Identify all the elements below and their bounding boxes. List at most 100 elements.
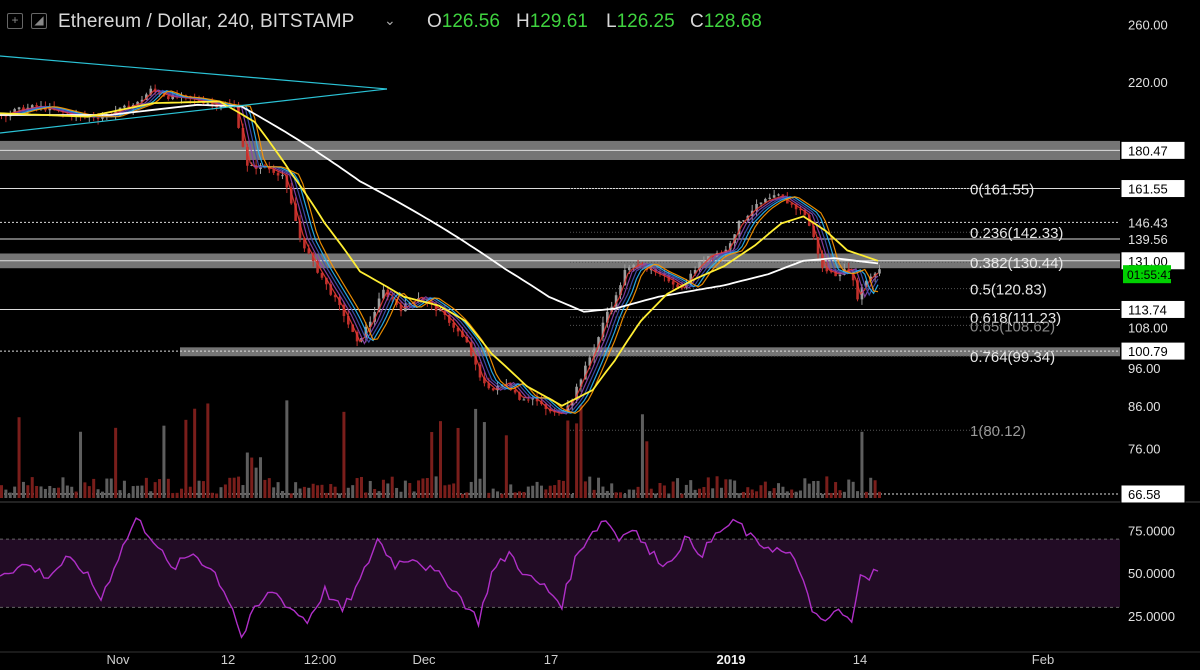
candle-body	[17, 107, 21, 110]
candle-body	[834, 271, 837, 277]
volume-bar	[140, 485, 144, 498]
volume-bar	[307, 487, 311, 498]
candle-body	[728, 243, 732, 250]
volume-bar	[856, 491, 860, 498]
volume-bar	[171, 493, 175, 498]
volume-bar	[430, 432, 434, 498]
volume-bar	[715, 476, 719, 498]
candle-body	[237, 105, 240, 128]
fib-label: 0(161.55)	[970, 182, 1034, 199]
collapse-icon[interactable]: ◢	[31, 13, 47, 29]
y-axis-label: 96.00	[1128, 361, 1161, 376]
volume-bar	[544, 489, 548, 498]
expand-icon[interactable]: +	[7, 13, 23, 29]
volume-bar	[447, 484, 451, 498]
candle-body	[289, 187, 293, 204]
volume-bar	[13, 486, 17, 498]
volume-bar	[399, 491, 403, 498]
volume-bar	[728, 479, 732, 498]
candle-body	[320, 272, 324, 278]
volume-bar	[153, 482, 157, 498]
candle-body	[333, 294, 337, 298]
volume-bar	[658, 483, 662, 498]
volume-bar	[412, 491, 416, 498]
volume-bar	[469, 481, 473, 498]
volume-bar	[557, 479, 561, 498]
volume-bar	[52, 488, 56, 498]
volume-bar	[649, 488, 653, 498]
candle-body	[439, 310, 442, 312]
volume-bar	[346, 487, 350, 498]
volume-bar	[377, 491, 381, 498]
candle-body	[390, 297, 394, 300]
volume-bar	[193, 408, 197, 498]
x-axis-label: Feb	[1032, 652, 1054, 667]
volume-bar	[83, 482, 87, 498]
volume-bar	[531, 485, 535, 498]
chart-header: + ◢ Ethereum / Dollar, 240, BITSTAMP ⌄ O…	[0, 0, 1120, 44]
volume-bar	[671, 481, 675, 498]
volume-bar	[232, 477, 236, 498]
volume-bar	[869, 477, 873, 498]
candle-body	[377, 298, 381, 312]
price-tag	[1120, 299, 1186, 319]
volume-bar	[807, 483, 811, 498]
candle-body	[693, 270, 697, 274]
candle-body	[434, 304, 438, 311]
volume-bar	[741, 491, 745, 498]
volume-bar	[201, 481, 205, 498]
volume-bar	[487, 492, 491, 498]
candle-body	[742, 220, 745, 222]
volume-bar	[70, 486, 74, 498]
volume-bar	[109, 478, 113, 498]
volume-bar	[636, 486, 640, 498]
volume-bar	[790, 489, 794, 498]
volume-bar	[425, 478, 429, 498]
price-tag-label: 100.79	[1128, 344, 1168, 359]
y-axis-label: 139.56	[1128, 232, 1168, 247]
volume-bar	[298, 488, 302, 498]
candle-body	[210, 103, 214, 105]
candle-body	[123, 105, 126, 108]
volume-bar	[750, 489, 754, 498]
x-axis-label: 12:00	[304, 652, 337, 667]
volume-bar	[698, 488, 702, 498]
rsi-band	[0, 539, 1120, 608]
fib-label: 0.382(130.44)	[970, 255, 1063, 272]
volume-bar	[759, 485, 763, 498]
volume-bar	[144, 477, 148, 498]
volume-bar	[601, 486, 605, 498]
price-tag-label: 131.00	[1128, 254, 1168, 269]
x-axis-label: 12	[221, 652, 235, 667]
fib-label: 0.618(111.23)	[970, 310, 1061, 327]
volume-bar	[43, 488, 47, 498]
symbol-title[interactable]: Ethereum / Dollar, 240, BITSTAMP	[58, 11, 355, 32]
candle-body	[136, 101, 139, 105]
candle-body	[816, 237, 820, 255]
volume-bar	[864, 491, 868, 498]
volume-bar	[65, 485, 69, 498]
volume-bar	[48, 485, 52, 498]
volume-bar	[816, 480, 820, 498]
volume-bar	[166, 478, 170, 498]
chevron-down-icon[interactable]: ⌄	[384, 12, 396, 28]
candle-body	[588, 357, 592, 366]
volume-bar	[632, 489, 636, 498]
volume-bar	[188, 486, 192, 498]
y-axis-label: 260.00	[1128, 18, 1168, 33]
volume-bar	[434, 476, 438, 498]
ma-200-line	[0, 103, 879, 313]
volume-bar	[583, 481, 587, 498]
candle-body	[285, 175, 289, 188]
volume-bar	[175, 492, 179, 498]
candle-body	[527, 399, 530, 401]
volume-bar	[798, 490, 802, 498]
candle-body	[856, 280, 859, 300]
volume-bar	[623, 493, 627, 498]
volume-bar	[768, 491, 772, 498]
volume-bar	[390, 476, 394, 498]
volume-bar	[597, 477, 601, 498]
candle-body	[101, 117, 104, 119]
volume-bar	[711, 488, 715, 498]
